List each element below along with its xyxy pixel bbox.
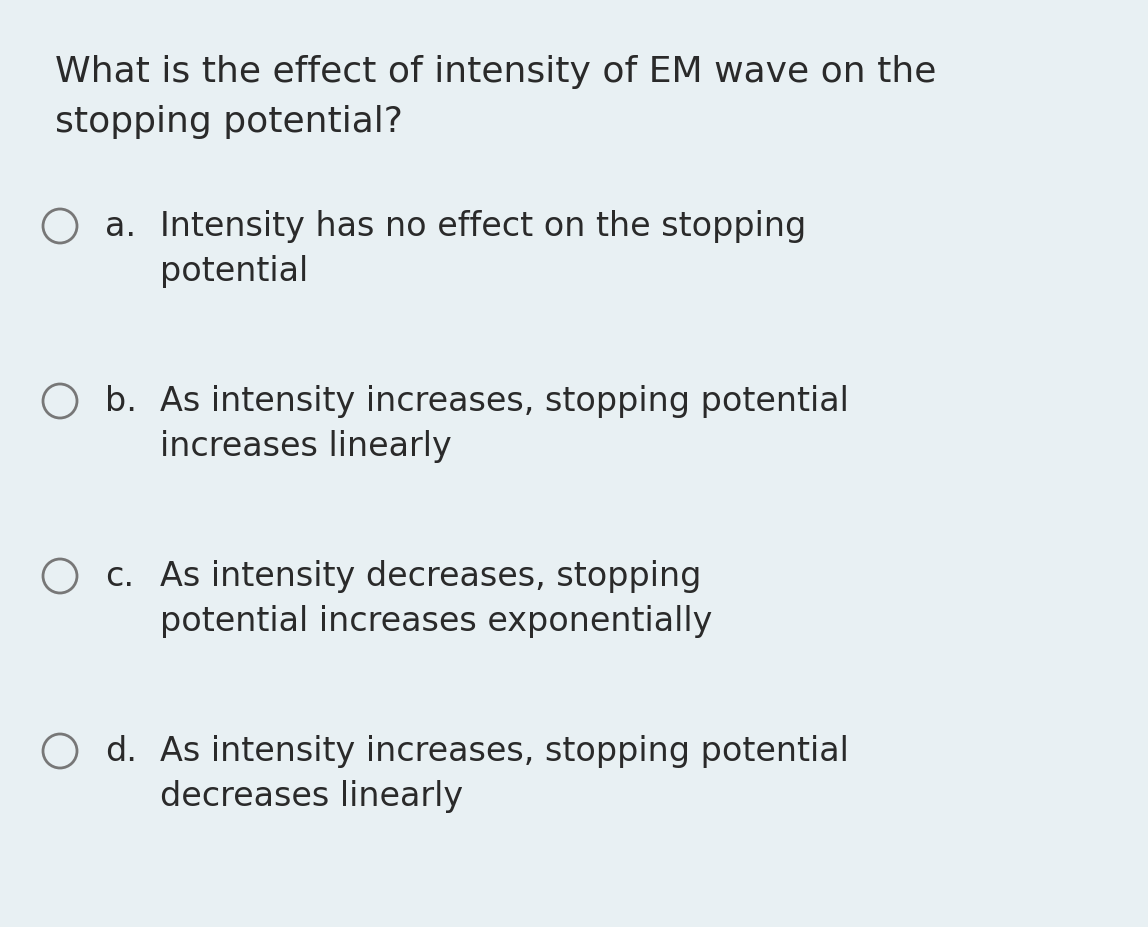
Text: d.: d.: [104, 734, 137, 768]
Circle shape: [42, 734, 77, 768]
Circle shape: [42, 559, 77, 593]
Text: stopping potential?: stopping potential?: [55, 105, 403, 139]
Circle shape: [42, 385, 77, 419]
Text: As intensity increases, stopping potential: As intensity increases, stopping potenti…: [160, 734, 848, 768]
Text: b.: b.: [104, 385, 137, 417]
Text: a.: a.: [104, 210, 137, 243]
Text: increases linearly: increases linearly: [160, 429, 452, 463]
Text: Intensity has no effect on the stopping: Intensity has no effect on the stopping: [160, 210, 806, 243]
Text: As intensity increases, stopping potential: As intensity increases, stopping potenti…: [160, 385, 848, 417]
Text: What is the effect of intensity of EM wave on the: What is the effect of intensity of EM wa…: [55, 55, 937, 89]
Text: potential increases exponentially: potential increases exponentially: [160, 604, 713, 638]
Text: As intensity decreases, stopping: As intensity decreases, stopping: [160, 559, 701, 592]
Text: potential: potential: [160, 255, 309, 287]
Text: c.: c.: [104, 559, 134, 592]
Circle shape: [42, 210, 77, 244]
Text: decreases linearly: decreases linearly: [160, 780, 463, 812]
